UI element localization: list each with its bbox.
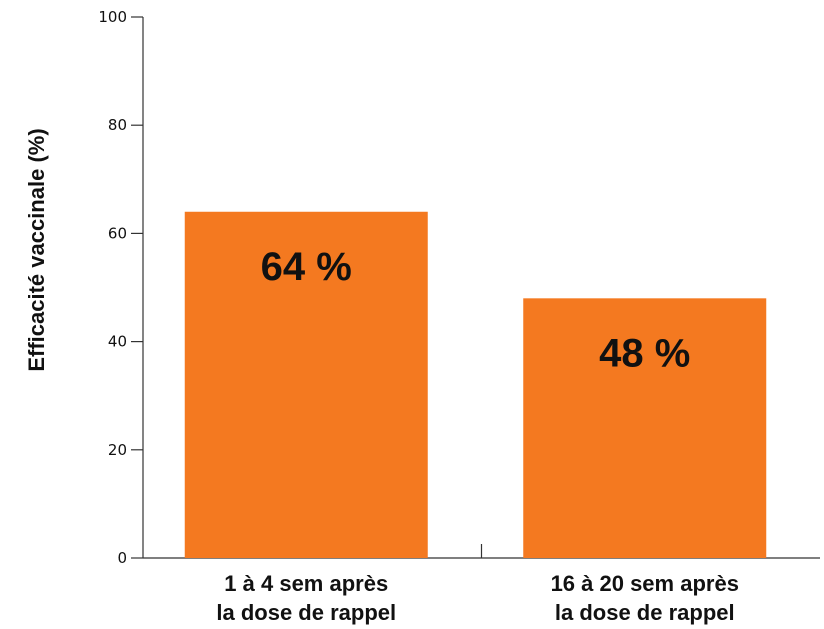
x-category-label: la dose de rappel [555,600,735,625]
bar [523,298,767,558]
x-category-label: 16 à 20 sem après [551,571,739,596]
y-axis-title: Efficacité vaccinale (%) [24,128,49,371]
y-tick-label: 100 [98,8,127,26]
x-category-label: 1 à 4 sem après [224,571,388,596]
y-tick-label: 60 [108,224,127,242]
bar-data-label: 64 % [261,245,352,289]
y-tick-label: 0 [117,549,127,567]
bars: 64 % 48 % [184,211,767,558]
y-tick-label: 40 [108,333,127,351]
y-tick-label: 80 [108,116,127,134]
x-category-label: la dose de rappel [216,600,396,625]
y-tick-label: 20 [108,441,127,459]
x-axis: 1 à 4 sem après la dose de rappel 16 à 20 … [143,544,820,625]
bar [184,211,428,558]
y-axis: 0 20 40 60 80 100 [98,8,144,567]
bar-data-label: 48 % [599,331,690,375]
